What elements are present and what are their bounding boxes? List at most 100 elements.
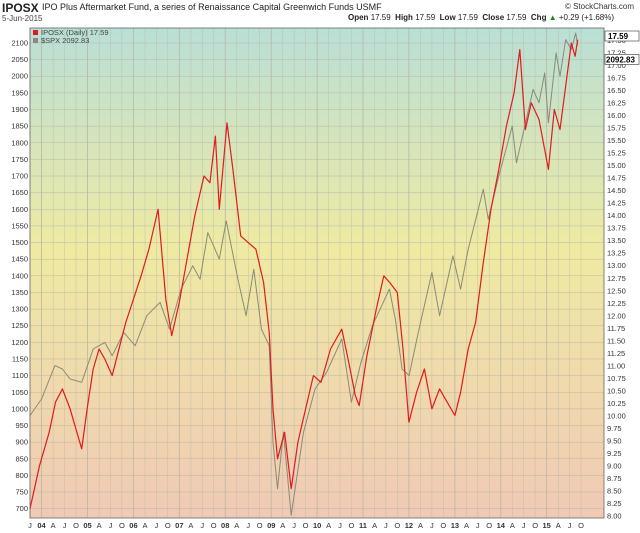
x-tick-label: 15 — [543, 521, 551, 530]
x-tick-label: 08 — [221, 521, 229, 530]
left-tick-label: 1100 — [12, 371, 28, 380]
x-tick-label: O — [165, 521, 171, 530]
right-tick-label: 11.25 — [607, 349, 625, 358]
right-tick-label: 13.25 — [607, 249, 626, 258]
left-tick-label: 950 — [15, 421, 28, 430]
ticker-symbol: IPOSX — [2, 1, 39, 15]
x-tick-label: A — [418, 521, 423, 530]
x-tick-label: A — [464, 521, 469, 530]
right-tick-label: 8.00 — [607, 511, 622, 520]
right-tick-label: 14.00 — [607, 211, 626, 220]
right-tick-label: 16.00 — [607, 111, 626, 120]
x-tick-label: 13 — [451, 521, 459, 530]
right-tick-label: 15.25 — [607, 149, 626, 158]
left-tick-label: 700 — [15, 504, 28, 513]
legend-swatch — [33, 38, 38, 43]
left-tick-label: 1150 — [12, 354, 28, 363]
left-tick-label: 1650 — [11, 188, 28, 197]
right-tick-label: 11.75 — [607, 324, 625, 333]
right-tick-label: 9.50 — [607, 436, 622, 445]
x-tick-label: J — [568, 521, 572, 530]
x-tick-label: 04 — [37, 521, 46, 530]
x-tick-label: O — [211, 521, 217, 530]
low-value: 17.59 — [457, 13, 478, 22]
quote-summary: Open 17.59 High 17.59 Low 17.59 Close 17… — [348, 13, 614, 22]
x-tick-label: A — [97, 521, 102, 530]
right-tick-label: 16.25 — [607, 99, 626, 108]
x-tick-label: O — [119, 521, 125, 530]
x-tick-label: J — [28, 521, 32, 530]
high-value: 17.59 — [415, 13, 436, 22]
left-tick-label: 2000 — [11, 72, 28, 81]
x-tick-label: J — [154, 521, 158, 530]
x-tick-label: J — [384, 521, 388, 530]
right-tick-label: 8.25 — [607, 499, 622, 508]
x-tick-label: J — [200, 521, 204, 530]
plot-border — [29, 27, 605, 519]
right-tick-label: 14.25 — [607, 199, 626, 208]
right-tick-label: 14.75 — [607, 174, 626, 183]
x-tick-label: A — [556, 521, 561, 530]
x-tick-label: J — [430, 521, 434, 530]
right-tick-label: 9.00 — [607, 461, 622, 470]
x-tick-label: 14 — [497, 521, 506, 530]
right-tick-label: 12.00 — [607, 311, 626, 320]
right-tick-label: 10.75 — [607, 374, 626, 383]
right-tick-label: 9.75 — [607, 424, 622, 433]
x-tick-label: J — [246, 521, 250, 530]
left-tick-label: 2100 — [11, 38, 28, 47]
right-tick-label: 16.50 — [607, 86, 626, 95]
x-tick-label: J — [522, 521, 526, 530]
left-tick-label: 1550 — [11, 221, 28, 230]
x-tick-label: J — [292, 521, 296, 530]
right-tick-label: 15.00 — [607, 161, 626, 170]
right-tick-label: 12.25 — [607, 299, 626, 308]
right-tick-label: 12.75 — [607, 274, 626, 283]
x-tick-label: 06 — [129, 521, 137, 530]
chg-label: Chg — [530, 13, 547, 22]
left-tick-label: 850 — [15, 454, 28, 463]
right-tick-label: 17.00 — [607, 61, 626, 70]
left-tick-label: 2050 — [11, 55, 28, 64]
left-tick-label: 800 — [15, 471, 28, 480]
x-tick-label: A — [188, 521, 193, 530]
fund-name: IPO Plus Aftermarket Fund, a series of R… — [42, 2, 382, 12]
right-tick-label: 14.50 — [607, 186, 626, 195]
legend-label: $SPX 2092.83 — [41, 36, 89, 45]
x-tick-label: J — [63, 521, 67, 530]
x-tick-label: O — [349, 521, 355, 530]
x-tick-label: O — [578, 521, 584, 530]
right-tick-label: 8.75 — [607, 474, 622, 483]
x-tick-label: 05 — [83, 521, 91, 530]
x-tick-label: O — [440, 521, 446, 530]
spx-last-value: 2092.83 — [606, 55, 635, 64]
x-tick-label: A — [143, 521, 148, 530]
right-tick-label: 12.50 — [607, 286, 626, 295]
x-tick-label: A — [280, 521, 285, 530]
right-tick-label: 13.75 — [607, 224, 626, 233]
x-tick-label: A — [510, 521, 515, 530]
left-tick-label: 1350 — [11, 288, 28, 297]
left-tick-label: 900 — [15, 438, 28, 447]
chart-header: IPOSX IPO Plus Aftermarket Fund, a serie… — [0, 0, 640, 26]
right-tick-label: 16.75 — [607, 74, 626, 83]
left-tick-label: 1200 — [11, 338, 28, 347]
right-tick-label: 13.00 — [607, 261, 626, 270]
x-tick-label: A — [372, 521, 377, 530]
left-tick-label: 1850 — [11, 122, 28, 131]
x-tick-label: 11 — [359, 521, 367, 530]
spx-series-line — [29, 32, 579, 516]
left-tick-label: 1400 — [11, 271, 28, 280]
left-tick-label: 750 — [15, 488, 28, 497]
x-tick-label: A — [326, 521, 331, 530]
right-tick-label: 10.00 — [607, 411, 626, 420]
left-tick-label: 1250 — [11, 321, 28, 330]
left-tick-label: 1300 — [11, 305, 28, 314]
left-tick-label: 1050 — [11, 388, 28, 397]
iposx-series-line — [29, 39, 579, 509]
x-tick-label: 12 — [405, 521, 413, 530]
x-tick-label: O — [394, 521, 400, 530]
left-tick-label: 1450 — [11, 255, 28, 264]
right-tick-label: 15.50 — [607, 136, 626, 145]
open-value: 17.59 — [370, 13, 391, 22]
